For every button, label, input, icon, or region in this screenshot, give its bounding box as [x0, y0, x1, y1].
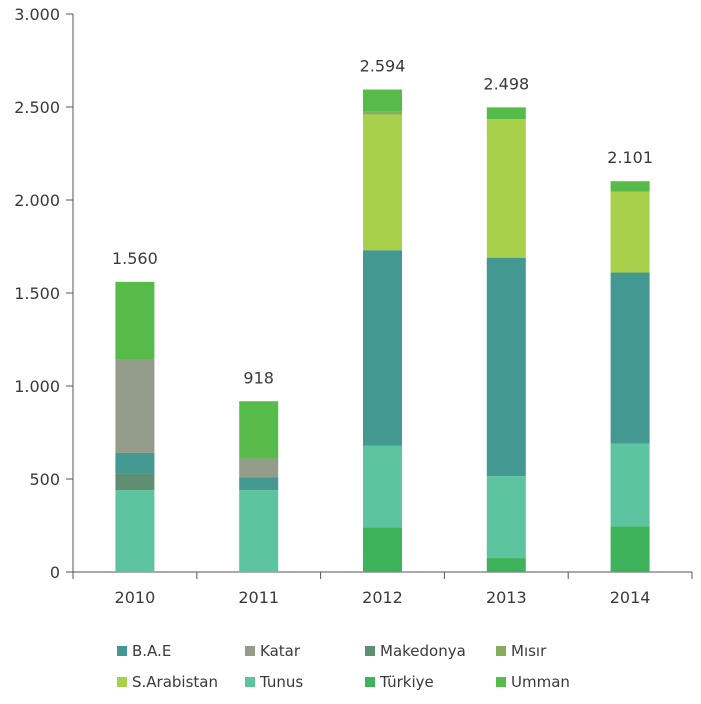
y-tick-label: 1.000: [14, 377, 60, 396]
legend-item: Katar: [245, 642, 301, 660]
legend-label: Makedonya: [380, 642, 466, 660]
y-tick-label: 1.500: [14, 284, 60, 303]
bar-segment: [363, 111, 402, 115]
legend-item: S.Arabistan: [117, 673, 218, 691]
bar-segment: [486, 107, 526, 120]
bar-total-label: 918: [243, 368, 274, 387]
bar-segment: [115, 452, 155, 474]
bar-segment: [115, 490, 155, 572]
bar-segment: [486, 257, 526, 477]
bar-segment: [610, 443, 650, 527]
legend-item: Türkiye: [365, 673, 434, 691]
bar-total-label: 2.498: [483, 74, 529, 93]
legend-label: B.A.E: [132, 642, 171, 660]
legend-item: Makedonya: [365, 642, 466, 660]
y-tick-label: 3.000: [14, 5, 60, 24]
legend-label: Türkiye: [379, 673, 434, 691]
bar-segment: [610, 181, 650, 192]
bar-totals: 1.560 918 2.594 2.498 2.101: [112, 57, 653, 388]
legend-item: Umman: [496, 673, 570, 691]
bar-segment: [239, 490, 279, 572]
bar-segment: [610, 272, 650, 444]
x-tick-label: 2013: [486, 588, 527, 607]
x-tick-label: 2012: [362, 588, 403, 607]
y-tick-label: 500: [29, 470, 60, 489]
bar-segment: [239, 401, 279, 459]
legend-label: Mısır: [511, 642, 547, 660]
legend-swatch: [365, 677, 375, 687]
bar-segment: [486, 558, 526, 572]
bars: [115, 89, 650, 572]
legend-label: Umman: [511, 673, 570, 691]
bar-segment: [610, 526, 650, 572]
legend-label: Tunus: [259, 673, 303, 691]
legend-swatch: [496, 677, 506, 687]
y-tick-label: 2.000: [14, 191, 60, 210]
legend-label: S.Arabistan: [132, 673, 218, 691]
bar-segment: [363, 445, 402, 528]
y-axis: 0 500 1.000 1.500 2.000 2.500 3.000: [14, 5, 74, 582]
legend-item: Tunus: [245, 673, 303, 691]
legend-swatch: [496, 646, 506, 656]
bar-segment: [610, 191, 650, 273]
bar-total-label: 1.560: [112, 249, 158, 268]
bar-segment: [239, 477, 279, 491]
legend-swatch: [117, 646, 127, 656]
legend-item: Mısır: [496, 642, 547, 660]
x-tick-label: 2010: [115, 588, 156, 607]
bar-segment: [486, 119, 526, 258]
x-axis: 2010 2011 2012 2013 2014: [72, 571, 693, 607]
bar-total-label: 2.101: [607, 148, 653, 167]
legend-item: B.A.E: [117, 642, 171, 660]
bar-segment: [115, 473, 155, 491]
bar-segment: [239, 458, 279, 478]
bar-segment: [363, 114, 402, 251]
x-tick-label: 2014: [610, 588, 651, 607]
legend-swatch: [245, 646, 255, 656]
bar-segment: [363, 527, 402, 572]
bar-segment: [363, 89, 402, 112]
y-tick-label: 0: [50, 563, 60, 582]
legend-swatch: [245, 677, 255, 687]
y-tick-label: 2.500: [14, 98, 60, 117]
bar-segment: [115, 359, 155, 453]
legend: B.A.E Katar Makedonya Mısır S.Arabistan Tunus…: [117, 642, 570, 691]
bar-segment: [115, 281, 155, 360]
bar-segment: [363, 250, 402, 446]
bar-total-label: 2.594: [360, 57, 406, 76]
legend-label: Katar: [260, 642, 301, 660]
legend-swatch: [365, 646, 375, 656]
bar-segment: [486, 476, 526, 559]
legend-swatch: [117, 677, 127, 687]
x-tick-label: 2011: [238, 588, 279, 607]
